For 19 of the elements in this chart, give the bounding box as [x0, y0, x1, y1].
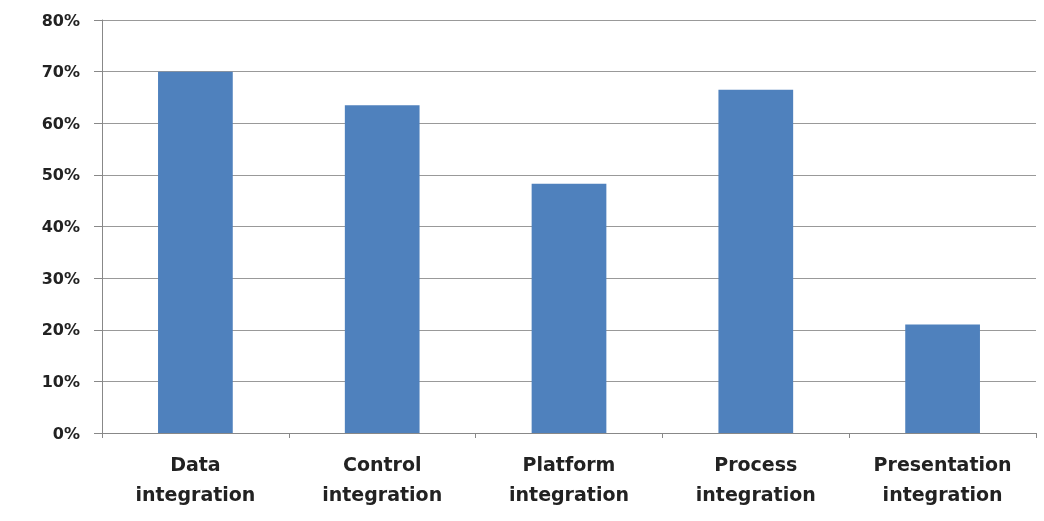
bar	[718, 89, 794, 433]
x-tick-label: Platform integration	[509, 453, 629, 505]
y-tick-label: 80%	[41, 10, 80, 30]
y-tick-label: 0%	[52, 423, 80, 443]
y-tick-label: 10%	[41, 371, 80, 391]
y-tick-label: 30%	[41, 268, 80, 288]
x-tick-label: Control integration	[322, 453, 443, 505]
y-tick-label: 70%	[41, 62, 80, 82]
x-tick-label: Process integration	[695, 453, 816, 505]
y-tick-label: 40%	[41, 217, 80, 236]
x-tick-label: Presentation integration	[873, 453, 1012, 505]
y-tick-label: 20%	[41, 320, 80, 340]
bar	[158, 71, 233, 433]
x-tick-label: Data integration	[135, 453, 256, 505]
bar	[344, 105, 420, 433]
bar	[905, 324, 980, 433]
y-tick-label: 60%	[41, 113, 80, 133]
bar	[531, 183, 607, 433]
y-tick-label: 50%	[41, 165, 80, 185]
